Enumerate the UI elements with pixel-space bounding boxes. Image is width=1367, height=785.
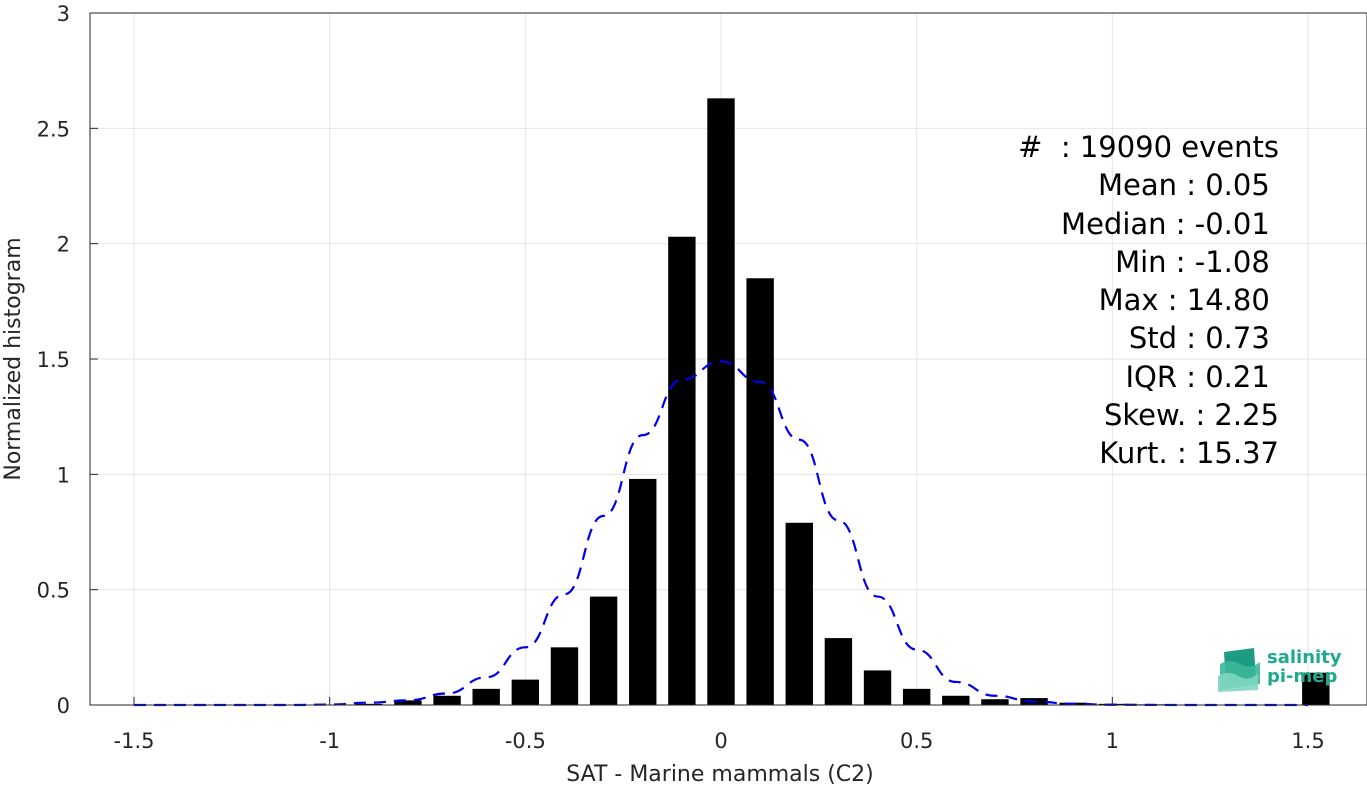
histogram-bar (472, 688, 500, 705)
stat-kurt: Kurt. : 15.37 (1099, 436, 1279, 471)
histogram-bar (707, 98, 735, 705)
y-tick-labels: 0 0.5 1 1.5 2 2.5 3 (37, 2, 70, 718)
histogram-bar (629, 478, 657, 705)
stat-min: Min : -1.08 (1115, 244, 1279, 279)
x-tick-label: 1 (1106, 729, 1119, 753)
y-tick-label: 3 (57, 2, 70, 26)
histogram-bars (315, 98, 1330, 705)
plot-frame (89, 12, 1367, 706)
x-axis-label: SAT - Marine mammals (C2) (566, 762, 874, 785)
x-tick-label: -0.5 (505, 729, 546, 753)
histogram-bar (433, 695, 461, 705)
histogram-bar (355, 703, 383, 705)
statistics-panel: # : 19090 events Mean : 0.05 Median : -0… (1018, 128, 1279, 473)
y-tick-label: 0.5 (37, 579, 70, 603)
histogram-bar (550, 647, 579, 705)
stat-mean: Mean : 0.05 (1097, 168, 1279, 203)
x-tick-label: 0 (714, 729, 727, 753)
y-tick-label: 2.5 (37, 117, 70, 141)
histogram-bar (824, 638, 853, 705)
histogram-bar (863, 670, 892, 705)
x-tick-label: -1.5 (114, 729, 155, 753)
histogram-bar (902, 688, 931, 705)
x-tick-labels: -1.5 -1 -0.5 0 0.5 1 1.5 (114, 729, 1325, 753)
y-axis-label: Normalized histogram (1, 237, 26, 480)
stat-std: Std : 0.73 (1128, 321, 1279, 356)
salinity-pimep-logo: salinity pi-mep (1216, 646, 1348, 694)
histogram-bar (981, 699, 1009, 705)
logo-line-1: salinity (1267, 647, 1342, 668)
y-tick-label: 1 (57, 463, 70, 487)
histogram-bar (746, 278, 774, 705)
y-tick-label: 0 (57, 694, 70, 718)
histogram-bar (511, 679, 540, 705)
stat-median: Median : -0.01 (1061, 206, 1279, 241)
histogram-bar (785, 522, 813, 705)
logo-line-2: pi-mep (1267, 666, 1338, 687)
stat-iqr: IQR : 0.21 (1125, 359, 1279, 394)
x-tick-label: 0.5 (900, 729, 933, 753)
histogram-bar (668, 236, 696, 705)
histogram-bar (942, 695, 970, 705)
stat-max: Max : 14.80 (1098, 283, 1279, 318)
histogram-bar (394, 700, 422, 705)
stat-skew: Skew. : 2.25 (1103, 398, 1279, 433)
histogram-bar (1302, 672, 1330, 705)
y-tick-label: 1.5 (37, 348, 70, 372)
x-tick-label: -1 (319, 729, 340, 753)
histogram-bar (589, 596, 618, 705)
y-tick-label: 2 (57, 233, 70, 257)
stat-events: # : 19090 events (1018, 130, 1279, 164)
x-tick-label: 1.5 (1291, 729, 1324, 753)
normal-fit-curve (134, 360, 1308, 707)
logo-waves-icon (1218, 648, 1260, 692)
